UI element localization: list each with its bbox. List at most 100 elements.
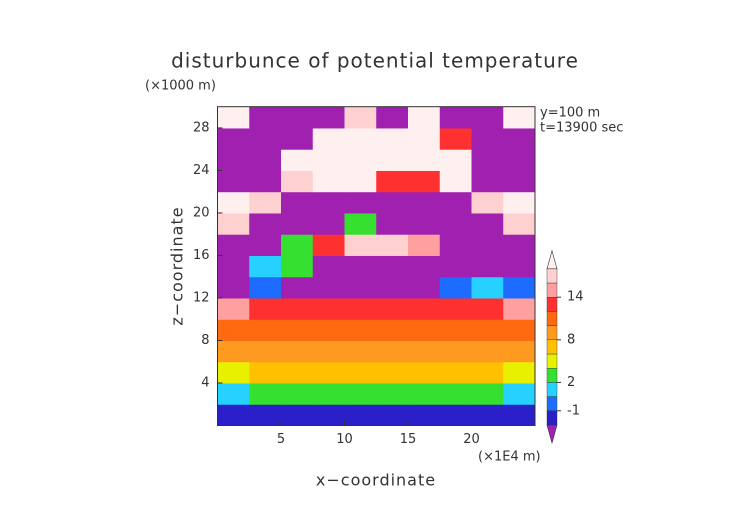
field-cell [408,149,441,171]
colorbar-box [546,396,558,412]
plot-frame [217,106,536,426]
field-cell [344,404,377,426]
field-cell [281,149,314,171]
field-cell [471,234,504,256]
field-cell [376,361,409,384]
field-cell [312,106,345,129]
field-cell [344,382,377,405]
field-cell [503,340,536,363]
field-cell [249,404,282,426]
colorbar-box [546,282,558,298]
field-cell [408,234,441,256]
field-cell [471,340,504,363]
field-cell [503,255,536,278]
field-cell [471,297,504,320]
y-tick-label: 4 [201,375,209,390]
field-cell [344,234,377,256]
field-cell [503,276,536,299]
field-cell [217,297,250,320]
field-cell [312,255,345,278]
field-cell [344,106,377,129]
field-cell [471,170,504,193]
field-cell [376,255,409,278]
field-cell [503,382,536,405]
field-cell [217,191,250,214]
colorbar-label: 2 [567,375,575,390]
field-cell [471,127,504,150]
field-cell [344,212,377,235]
field-cell [217,404,250,426]
field-cell [281,170,314,193]
field-cell [217,319,250,341]
field-cell [281,297,314,320]
field-cell [217,234,250,256]
field-cell [249,234,282,256]
field-cell [471,382,504,405]
field-cell [376,297,409,320]
field-cell [408,404,441,426]
field-cell [376,149,409,171]
field-cell [503,404,536,426]
field-cell [439,234,472,256]
colorbar-label: 14 [567,290,584,305]
field-cell [217,127,250,150]
field-cell [312,234,345,256]
field-cell [471,276,504,299]
field-cell [376,382,409,405]
colorbar-label: -1 [567,403,580,418]
field-cell [217,382,250,405]
field-cell [249,297,282,320]
colorbar-box [546,368,558,383]
colorbar-box [546,353,558,369]
field-cell [439,149,472,171]
field-cell [312,319,345,341]
field-cell [281,127,314,150]
field-cell [376,127,409,150]
field-cell [471,404,504,426]
field-cell [344,340,377,363]
field-cell [312,382,345,405]
field-cell [249,382,282,405]
field-cell [281,340,314,363]
x-tick-label: 5 [277,432,285,447]
field-cell [217,276,250,299]
field-cell [376,276,409,299]
field-cell [408,255,441,278]
field-cell [281,404,314,426]
field-cell [408,170,441,193]
field-cell [217,170,250,193]
field-cell [439,255,472,278]
field-cell [439,212,472,235]
field-cell [281,212,314,235]
x-tick-label: 20 [463,432,480,447]
field-cell [281,276,314,299]
field-cell [376,319,409,341]
colorbar-label: 8 [567,332,575,347]
y-tick-label: 12 [193,290,210,305]
field-cell [344,127,377,150]
y-tick-label: 24 [193,163,210,178]
field-cell [312,404,345,426]
field-cell [249,255,282,278]
field-cell [344,319,377,341]
field-cell [249,212,282,235]
colorbar-box [546,325,558,341]
x-unit: (×1E4 m) [478,450,541,465]
field-cell [249,340,282,363]
annotation: y=100 m [540,106,600,121]
y-tick-label: 20 [193,205,210,220]
field-cell [408,191,441,214]
colorbar-lower [546,424,558,445]
colorbar-box [546,311,558,326]
field-cell [249,170,282,193]
field-cell [503,297,536,320]
field-cell [471,361,504,384]
field-cell [344,276,377,299]
field-cell [439,382,472,405]
y-tick-label: 16 [193,248,210,263]
field-cell [281,191,314,214]
field-cell [439,127,472,150]
field-cell [439,106,472,129]
field-cell [439,297,472,320]
